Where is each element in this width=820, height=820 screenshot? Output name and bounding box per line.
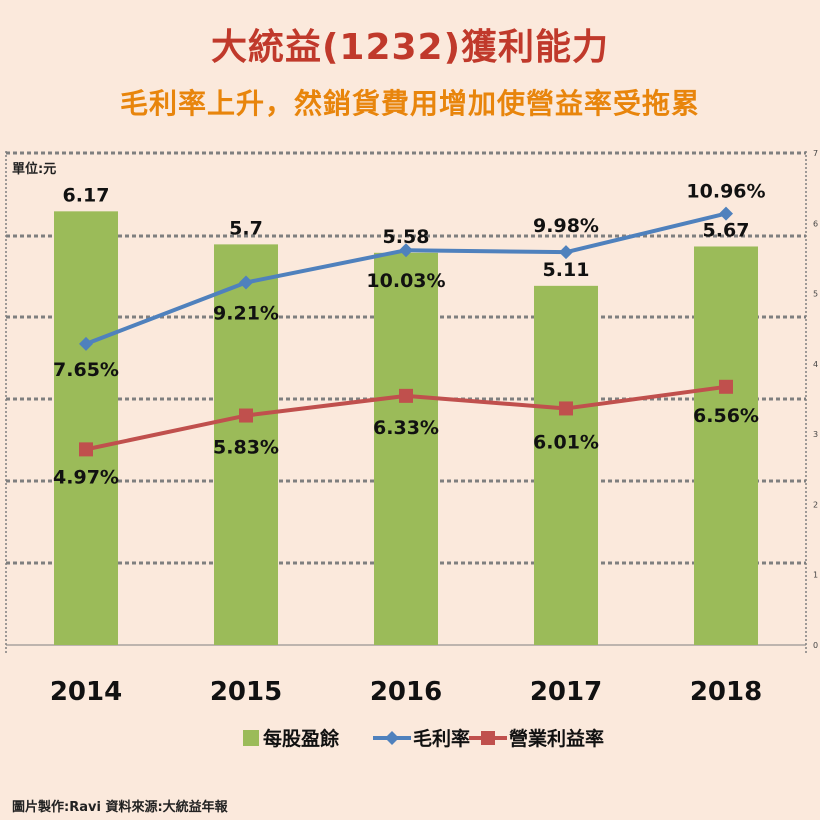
y-tick-label-3: 3 [813,430,818,439]
y-tick-label-7: 7 [813,149,818,158]
legend-gross-margin-label: 毛利率 [413,727,470,750]
y-tick-label-2: 2 [813,500,818,509]
eps-bar-0 [54,211,118,645]
gross-margin-point-0 [79,336,93,351]
chart-subtitle: 毛利率上升，然銷貨費用增加使營益率受拖累 [119,87,700,120]
operating-margin-point-4 [719,379,733,394]
operating-margin-point-2 [399,388,413,403]
y-tick-label-6: 6 [813,219,818,228]
eps-bar-2 [374,252,438,645]
gross-margin-data-label-1: 9.21% [213,302,279,324]
operating-margin-data-label-3: 6.01% [533,431,599,453]
gross-margin-data-label-3: 9.98% [533,215,599,237]
operating-margin-point-1 [239,408,253,423]
operating-margin-data-label-0: 4.97% [53,466,119,488]
y-tick-label-1: 1 [813,571,818,580]
x-tick-label-0: 2014 [50,677,122,707]
legend-operating-margin-marker [481,731,495,745]
eps-data-label-4: 5.67 [703,219,750,241]
legend-operating-margin-label: 營業利益率 [509,727,604,750]
x-tick-label-3: 2017 [530,677,602,707]
y-tick-label-5: 5 [813,290,818,299]
x-tick-label-2: 2016 [370,677,442,707]
x-tick-label-4: 2018 [690,677,762,707]
gross-margin-point-2 [399,243,413,258]
gross-margin-data-label-0: 7.65% [53,359,119,381]
gross-margin-data-label-2: 10.03% [366,270,445,292]
eps-data-label-3: 5.11 [543,259,590,281]
chart-title: 大統益(1232)獲利能力 [210,27,610,68]
eps-bar-1 [214,244,278,645]
eps-bar-3 [534,285,598,645]
eps-data-label-2: 5.58 [383,226,430,248]
gross-margin-point-3 [559,245,573,260]
y-tick-label-0: 0 [813,641,818,650]
gross-margin-point-1 [239,275,253,290]
eps-data-label-0: 6.17 [63,184,110,206]
gross-margin-data-label-4: 10.96% [686,181,765,203]
gross-margin-point-4 [719,206,733,221]
operating-margin-data-label-1: 5.83% [213,437,279,459]
legend-eps-swatch [243,730,259,746]
legend-gross-margin-marker [385,731,399,745]
y-tick-label-4: 4 [813,360,818,369]
eps-bar-4 [694,246,758,646]
legend-eps-label: 每股盈餘 [263,727,340,750]
credit-text: 圖片製作:Ravi 資料來源:大統益年報 [12,800,228,815]
operating-margin-point-0 [79,442,93,457]
unit-label: 單位:元 [12,162,57,177]
eps-data-label-1: 5.7 [229,217,263,239]
x-tick-label-1: 2015 [210,677,282,707]
operating-margin-point-3 [559,401,573,416]
operating-margin-data-label-4: 6.56% [693,405,759,427]
operating-margin-data-label-2: 6.33% [373,417,439,439]
